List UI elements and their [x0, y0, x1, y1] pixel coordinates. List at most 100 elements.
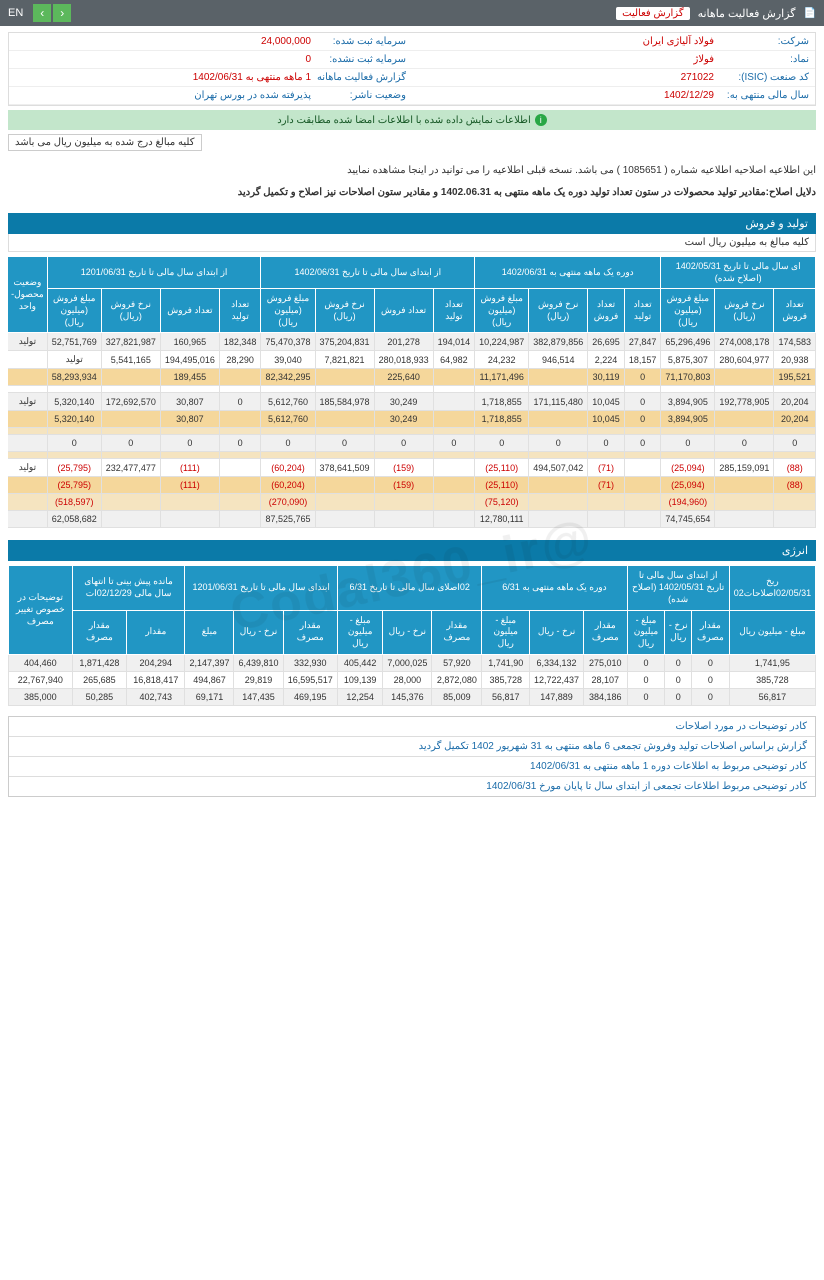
table-cell	[624, 477, 661, 494]
table-cell: (75,120)	[475, 494, 529, 511]
table-cell	[219, 386, 261, 393]
table-cell: 275,010	[584, 654, 627, 671]
isic-value: 271022	[681, 72, 714, 83]
table-cell: 0	[627, 688, 665, 705]
capital-reg-value: 24,000,000	[261, 36, 311, 47]
table-cell: 56,817	[482, 688, 530, 705]
table-cell: (25,110)	[475, 459, 529, 477]
table-cell	[261, 428, 315, 435]
table-row: 1,741,95000275,0106,334,1321,741,9057,92…	[9, 654, 816, 671]
fiscal-label: سال مالی منتهی به:	[714, 90, 809, 101]
table-cell: 225,640	[374, 369, 433, 386]
table-cell	[315, 386, 374, 393]
table-cell: 0	[315, 435, 374, 452]
company-value: فولاد آلیاژی ایران	[643, 36, 714, 47]
table-cell	[8, 369, 47, 386]
table-cell	[8, 511, 47, 528]
table-cell: تولید	[8, 333, 47, 351]
t1-h5: وضعیت محصول-واحد	[8, 257, 47, 333]
table-cell	[374, 511, 433, 528]
table-cell: 6,439,810	[234, 654, 283, 671]
lang-toggle[interactable]: EN	[8, 7, 23, 19]
production-sales-table: ای سال مالی تا تاریخ 1402/05/31 (اصلاح ش…	[8, 256, 816, 528]
table-cell: 0	[624, 411, 661, 428]
table-cell	[315, 452, 374, 459]
table-cell: 0	[665, 688, 692, 705]
t2-c10: مبلغ - میلیون ریال	[337, 610, 382, 654]
table-row: 000000000000000	[8, 435, 816, 452]
table-row: (88)285,159,091(25,094)(71)494,507,042(2…	[8, 459, 816, 477]
footer-r1: کادر توضیحات در مورد اصلاحات	[9, 717, 815, 737]
nav-prev-button[interactable]: ‹	[53, 4, 71, 22]
table-cell: 5,320,140	[47, 393, 101, 411]
table-cell: (71)	[588, 477, 625, 494]
table-cell: (60,204)	[261, 477, 315, 494]
table-cell: 1,741,95	[729, 654, 815, 671]
table-cell: (25,795)	[47, 459, 101, 477]
table-cell	[8, 435, 47, 452]
table-cell	[529, 477, 588, 494]
table-cell	[374, 386, 433, 393]
table-cell: 71,170,803	[661, 369, 715, 386]
table-cell: 1,871,428	[72, 654, 127, 671]
check-icon: i	[535, 114, 547, 126]
table-cell	[588, 494, 625, 511]
table-cell	[529, 511, 588, 528]
table-cell: (60,204)	[261, 459, 315, 477]
table-cell: 332,930	[283, 654, 337, 671]
table-cell: 26,695	[588, 333, 625, 351]
table-cell: 265,685	[72, 671, 127, 688]
table-cell	[261, 452, 315, 459]
t1-h1: ای سال مالی تا تاریخ 1402/05/31 (اصلاح ش…	[661, 257, 816, 289]
footer-notes: کادر توضیحات در مورد اصلاحات گزارش براسا…	[8, 716, 816, 797]
footer-r3: کادر توضیحی مربوط به اطلاعات دوره 1 ماهه…	[9, 757, 815, 777]
table-cell	[529, 428, 588, 435]
table-cell	[160, 452, 219, 459]
table-cell: 147,889	[530, 688, 584, 705]
topbar-badge: گزارش فعالیت	[616, 7, 689, 20]
table-cell: تولید	[8, 459, 47, 477]
table-cell: 274,008,178	[715, 333, 774, 351]
capital-reg-label: سرمایه ثبت شده:	[311, 36, 406, 47]
table-cell: 0	[219, 435, 261, 452]
table2-wrap: ریخ 02/05/31اصلاحات02 از ابتدای سال مالی…	[8, 565, 816, 705]
table-cell: (194,960)	[661, 494, 715, 511]
table-cell	[219, 428, 261, 435]
table-cell: 0	[624, 369, 661, 386]
table-cell: 18,157	[624, 351, 661, 369]
table-cell: (159)	[374, 459, 433, 477]
table-cell	[774, 511, 816, 528]
table-cell: 64,982	[433, 351, 475, 369]
table-cell: 12,722,437	[530, 671, 584, 688]
t2-h6: مانده پیش بینی تا انتهای سال مالی 02/12/…	[72, 566, 185, 610]
table-cell: 0	[588, 435, 625, 452]
info-grid: شرکت:فولاد آلیاژی ایران سرمایه ثبت شده:2…	[8, 32, 816, 106]
table-cell: 0	[692, 688, 730, 705]
table-cell: 12,254	[337, 688, 382, 705]
table-cell: 0	[433, 435, 475, 452]
isic-label: کد صنعت (ISIC):	[714, 72, 809, 83]
nav-next-button[interactable]: ›	[33, 4, 51, 22]
table-cell	[624, 386, 661, 393]
table-cell	[160, 428, 219, 435]
footer-r4: کادر توضیحی مربوط اطلاعات تجمعی از ابتدا…	[9, 777, 815, 796]
table-cell	[219, 477, 261, 494]
table-cell: 171,115,480	[529, 393, 588, 411]
t1-c15: مبلغ فروش (میلیون ریال)	[47, 289, 101, 333]
table-cell	[433, 452, 475, 459]
table-cell	[624, 452, 661, 459]
table-cell	[219, 452, 261, 459]
table-cell	[101, 411, 160, 428]
table-row: 195,52171,170,803030,11911,171,496225,64…	[8, 369, 816, 386]
fiscal-value: 1402/12/29	[664, 90, 714, 101]
t2-c12: نرخ - ریال	[234, 610, 283, 654]
footer-r2: گزارش براساس اصلاحات تولید وفروش تجمعی 6…	[9, 737, 815, 757]
t2-c2: مقدار مصرف	[692, 610, 730, 654]
status-value: پذیرفته شده در بورس تهران	[194, 90, 311, 101]
t2-h3: دوره یک ماهه منتهی به 6/31	[482, 566, 627, 610]
table-cell	[315, 511, 374, 528]
table-cell: 3,894,905	[661, 411, 715, 428]
table-cell: 1,718,855	[475, 411, 529, 428]
table-cell	[374, 452, 433, 459]
table-row: (194,960)(75,120)(270,090)(518,597)	[8, 494, 816, 511]
